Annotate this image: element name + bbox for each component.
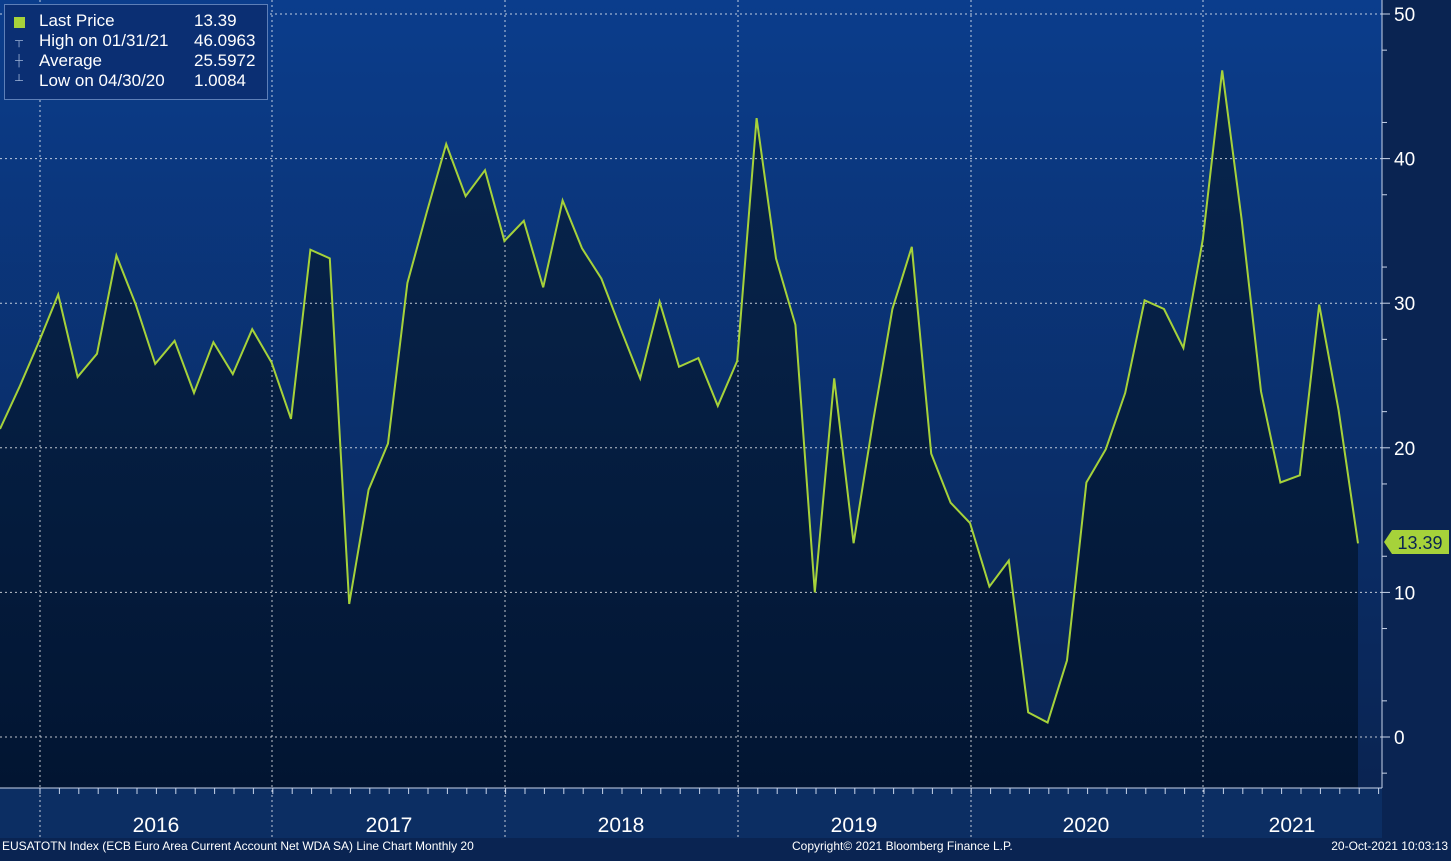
y-tick-label: 20	[1394, 439, 1415, 460]
y-tick-label: 40	[1394, 150, 1415, 171]
footer-bar: EUSATOTN Index (ECB Euro Area Current Ac…	[0, 838, 1451, 856]
y-tick-label: 10	[1394, 583, 1415, 604]
x-tick-label: 2021	[1269, 814, 1316, 837]
legend-row-average: ┼ Average 25.5972	[5, 51, 267, 71]
footer-copyright: Copyright© 2021 Bloomberg Finance L.P.	[792, 839, 1013, 853]
high-marker-icon: ┬	[15, 35, 23, 47]
last-price-tag: 13.39	[1384, 530, 1449, 554]
legend-label-high: High on 01/31/21	[39, 31, 169, 50]
legend-row-low: ┴ Low on 04/30/20 1.0084	[5, 71, 267, 91]
footer-timestamp: 20-Oct-2021 10:03:13	[1331, 839, 1448, 853]
x-tick-label: 2017	[366, 814, 413, 837]
average-marker-icon: ┼	[15, 55, 23, 67]
legend-value-low: 1.0084	[194, 71, 246, 90]
last-price-tag-shape	[1384, 530, 1449, 554]
legend-value-average: 25.5972	[194, 51, 256, 70]
x-tick-label: 2020	[1063, 814, 1110, 837]
series-area-fill	[0, 70, 1358, 788]
legend-box: Last Price 13.39 ┬ High on 01/31/21 46.0…	[4, 4, 268, 100]
legend-value-last-price: 13.39	[194, 11, 237, 30]
legend-label-low: Low on 04/30/20	[39, 71, 165, 90]
y-tick-label: 50	[1394, 5, 1415, 26]
legend-label-last-price: Last Price	[39, 11, 115, 30]
y-tick-label: 0	[1394, 728, 1405, 749]
last-price-tag-value: 13.39	[1397, 533, 1442, 553]
legend-marker-icon	[13, 14, 25, 28]
series-line-last-price	[0, 70, 1359, 724]
axis-background	[1382, 0, 1451, 838]
x-tick-label: 2016	[133, 814, 180, 837]
low-marker-icon: ┴	[15, 75, 23, 87]
legend-label-average: Average	[39, 51, 103, 70]
y-tick-label: 30	[1394, 294, 1415, 315]
legend-row-high: ┬ High on 01/31/21 46.0963	[5, 31, 267, 51]
x-tick-label: 2018	[598, 814, 645, 837]
x-tick-label: 2019	[831, 814, 878, 837]
x-axis-band	[0, 788, 1382, 838]
legend-value-high: 46.0963	[194, 31, 256, 50]
footer-ticker-description: EUSATOTN Index (ECB Euro Area Current Ac…	[2, 839, 474, 853]
legend-row-last-price: Last Price 13.39	[5, 11, 267, 31]
